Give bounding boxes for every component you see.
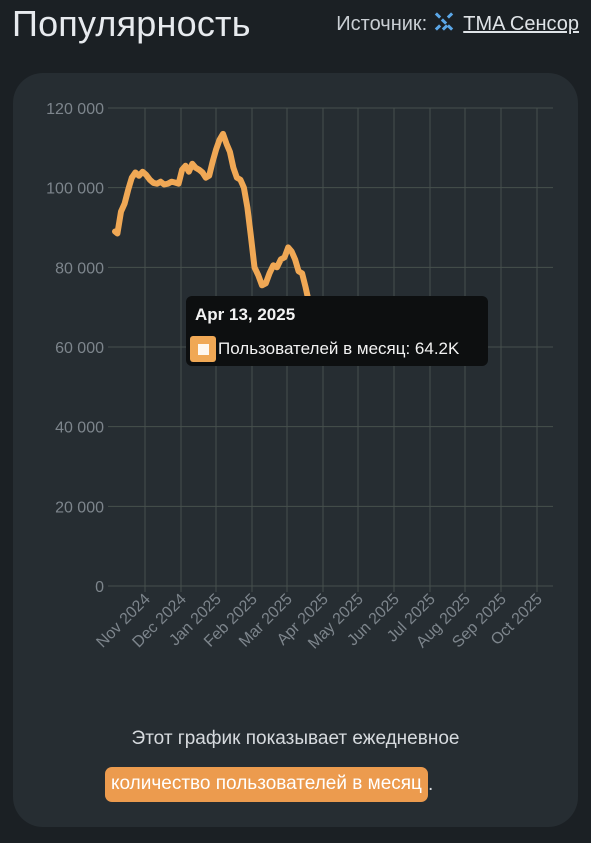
- tma-sensor-logo-icon: [433, 12, 457, 36]
- tooltip-label: Пользователей в месяц: 64.2K: [218, 339, 460, 358]
- tooltip-row: Пользователей в месяц: 64.2K: [190, 336, 459, 362]
- source-label: Источник:: [336, 12, 428, 35]
- series-line: [112, 130, 319, 334]
- y-tick-label: 60 000: [55, 340, 104, 357]
- caption-suffix: .: [427, 773, 434, 795]
- y-tick-label: 20 000: [55, 499, 104, 516]
- source: Источник: TMA Сенсор: [336, 12, 579, 36]
- header: Популярность Источник: TMA Сенсор: [0, 0, 591, 60]
- y-tick-label: 0: [95, 579, 104, 596]
- y-tick-label: 80 000: [55, 260, 104, 277]
- chart-card: [13, 73, 578, 827]
- y-tick-label: 100 000: [46, 181, 104, 198]
- y-tick-label: 40 000: [55, 420, 104, 437]
- y-axis-ticks: 0 20 000 40 000 60 000 80 000 100 000 120 000: [46, 101, 104, 596]
- source-link[interactable]: TMA Сенсор: [463, 12, 579, 35]
- caption-line-2: количество пользователей в месяц .: [105, 767, 433, 802]
- caption-line-1: Этот график показывает ежедневное: [131, 728, 460, 749]
- chart-tooltip: Apr 13, 2025 Пользователей в месяц: 64.2…: [186, 296, 488, 366]
- y-tick-label: 120 000: [46, 101, 104, 118]
- page-title: Популярность: [12, 3, 251, 44]
- caption-highlight: количество пользователей в месяц: [105, 767, 428, 802]
- tooltip-swatch: [190, 336, 216, 362]
- tooltip-date: Apr 13, 2025: [195, 305, 296, 324]
